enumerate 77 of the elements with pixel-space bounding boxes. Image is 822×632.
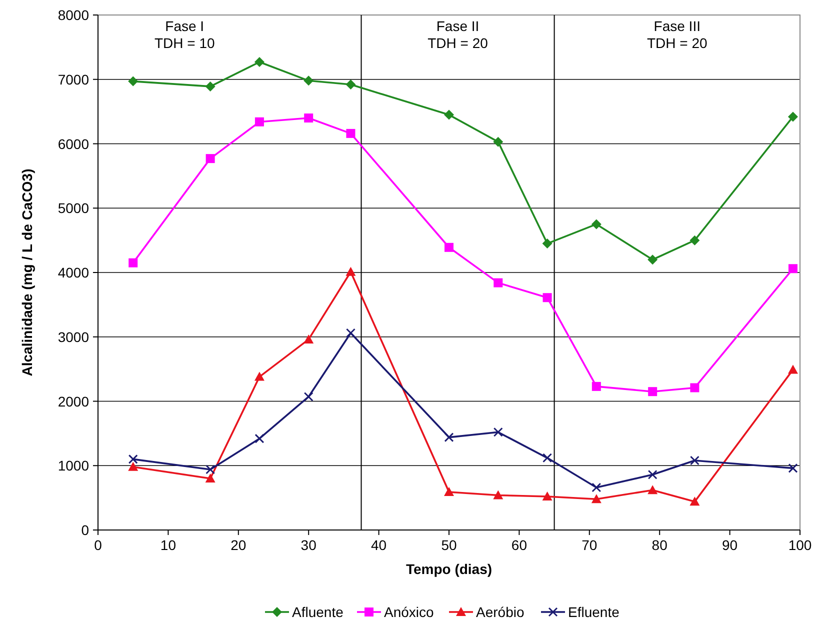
point — [128, 454, 138, 464]
legend-label: Aeróbio — [476, 604, 524, 620]
y-tick-label: 1000 — [58, 458, 90, 474]
point — [254, 434, 264, 444]
x-tick-label: 80 — [652, 537, 668, 553]
point — [206, 154, 215, 164]
y-tick-label: 8000 — [58, 7, 90, 23]
point — [648, 485, 658, 494]
point — [493, 427, 503, 437]
y-tick-label: 4000 — [58, 264, 90, 280]
y-tick-label: 3000 — [58, 328, 90, 345]
point — [346, 328, 356, 338]
point — [648, 387, 658, 396]
point — [788, 364, 798, 374]
point — [648, 470, 658, 480]
x-tick-label: 90 — [722, 537, 738, 553]
x-tick-label: 100 — [788, 537, 812, 553]
y-tick-label: 2000 — [58, 393, 90, 410]
point — [690, 456, 700, 466]
annotation: Fase II TDH = 20 — [428, 18, 488, 51]
point — [542, 453, 552, 463]
legend-label: Anóxico — [384, 604, 434, 620]
x-tick-label: 30 — [300, 537, 317, 553]
point — [494, 278, 503, 288]
annotation: Fase I TDH = 10 — [154, 18, 215, 51]
legend-label: Afluente — [292, 604, 344, 620]
point — [591, 219, 602, 230]
x-tick-label: 40 — [371, 537, 387, 553]
point — [542, 293, 552, 302]
point — [648, 254, 658, 265]
point — [128, 76, 138, 86]
point — [304, 392, 314, 402]
point — [542, 492, 552, 501]
annotation: Fase III TDH = 20 — [646, 18, 708, 51]
x-tick-label: 0 — [94, 537, 102, 553]
point — [788, 112, 798, 122]
point — [254, 56, 264, 67]
x-tick-label: 60 — [511, 537, 528, 553]
point — [346, 80, 356, 90]
point — [346, 266, 356, 276]
point — [304, 334, 314, 344]
point — [592, 482, 602, 492]
point — [444, 110, 454, 120]
point — [493, 490, 504, 500]
point — [690, 383, 700, 392]
point — [788, 264, 798, 274]
point — [304, 76, 314, 86]
point — [542, 238, 552, 249]
point — [690, 496, 700, 506]
y-tick-label: 6000 — [58, 136, 90, 152]
point — [690, 235, 700, 246]
point — [205, 474, 216, 482]
point — [254, 117, 264, 126]
y-tick-label: 0 — [81, 522, 90, 538]
point — [591, 494, 602, 504]
x-tick-label: 50 — [441, 537, 457, 553]
point — [444, 432, 454, 442]
point — [592, 382, 601, 391]
x-tick-label: 20 — [230, 537, 246, 553]
point — [128, 462, 138, 471]
x-axis-title: Tempo (dias) — [406, 561, 492, 577]
legend-label: Efluente — [568, 604, 620, 620]
point — [205, 81, 216, 92]
point — [206, 464, 216, 474]
y-tick-label: 7000 — [58, 71, 90, 88]
y-axis-title: Alcalinidade (mg / L de CaCO3) — [19, 168, 35, 376]
point — [788, 463, 798, 473]
point — [444, 242, 454, 252]
point — [254, 372, 264, 381]
point — [304, 114, 314, 122]
point — [493, 136, 504, 147]
point — [128, 258, 138, 268]
point — [346, 128, 356, 138]
x-tick-label: 70 — [582, 537, 598, 553]
point — [444, 487, 454, 496]
y-tick-label: 5000 — [58, 200, 90, 216]
x-tick-label: 10 — [160, 537, 176, 553]
